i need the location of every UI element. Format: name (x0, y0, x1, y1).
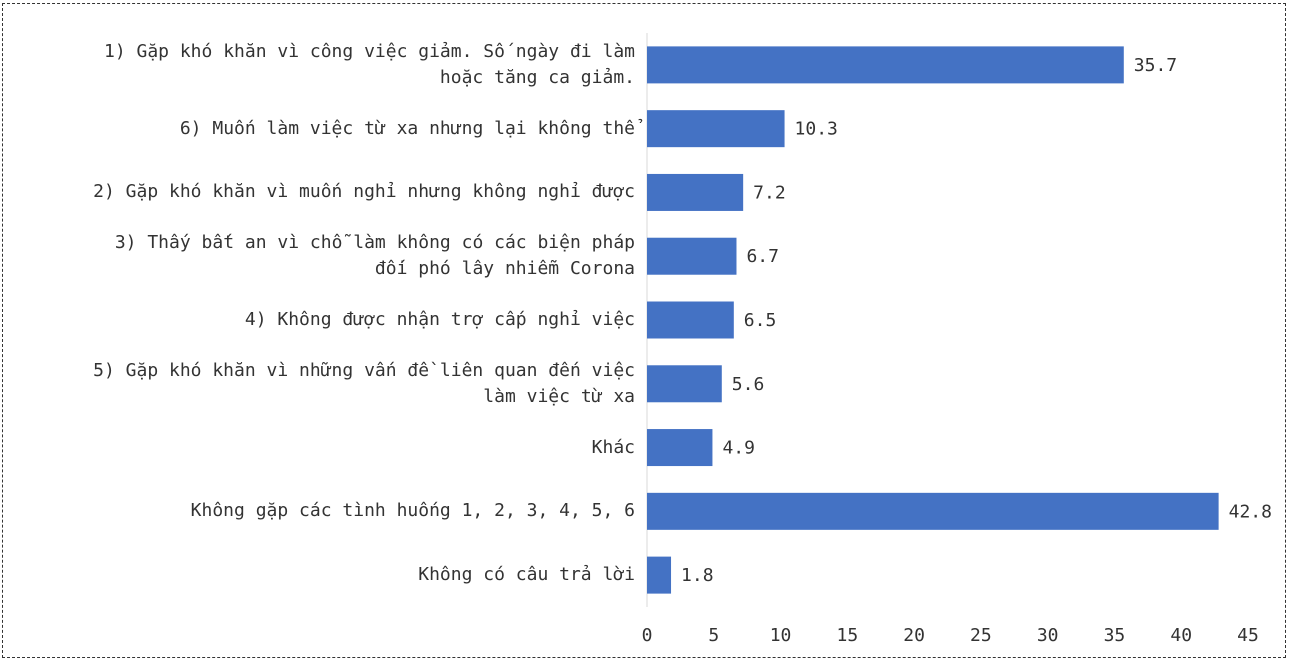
x-tick-label: 5 (708, 625, 719, 646)
bar (647, 556, 672, 594)
x-tick-label: 35 (1104, 625, 1126, 646)
bar (647, 365, 722, 403)
bar (647, 301, 734, 339)
bar (647, 429, 713, 467)
bar (647, 46, 1124, 84)
value-label: 5.6 (732, 374, 765, 395)
y-tick-label: Khác (591, 436, 635, 458)
y-tick-label: Không có câu trả lời (418, 564, 635, 586)
value-label: 42.8 (1229, 501, 1272, 522)
y-tick-label: 5) Gặp khó khăn vì những vấn đề liên qua… (93, 359, 635, 407)
x-tick-label: 20 (903, 625, 925, 646)
value-label: 35.7 (1134, 55, 1177, 76)
y-tick-label: 3) Thấy bất an vì chỗ làm không có các b… (114, 232, 635, 280)
y-tick-label: 2) Gặp khó khăn vì muốn nghỉ nhưng không… (93, 181, 635, 203)
y-tick-label: 6) Muốn làm việc từ xa nhưng lại không t… (179, 117, 635, 139)
x-tick-label: 25 (970, 625, 992, 646)
value-label: 10.3 (795, 119, 838, 140)
value-label: 6.7 (746, 246, 779, 267)
y-tick-label: 4) Không được nhận trợ cấp nghỉ việc (244, 309, 635, 330)
x-tick-label: 15 (836, 625, 858, 646)
x-tick-label: 45 (1237, 625, 1259, 646)
value-label: 1.8 (681, 565, 714, 586)
frame (2, 3, 1286, 658)
bar (647, 237, 737, 275)
y-tick-label: Không gặp các tình huống 1, 2, 3, 4, 5, … (190, 500, 635, 522)
bar (647, 492, 1219, 530)
bar (647, 110, 785, 148)
x-tick-label: 30 (1037, 625, 1059, 646)
y-tick-label: 1) Gặp khó khăn vì công việc giảm. Số ng… (103, 40, 635, 88)
x-tick-label: 0 (642, 625, 653, 646)
x-tick-label: 40 (1170, 625, 1192, 646)
bar (647, 173, 744, 211)
value-label: 4.9 (722, 438, 755, 459)
value-label: 7.2 (753, 182, 786, 203)
x-tick-label: 10 (770, 625, 792, 646)
value-label: 6.5 (744, 310, 777, 331)
